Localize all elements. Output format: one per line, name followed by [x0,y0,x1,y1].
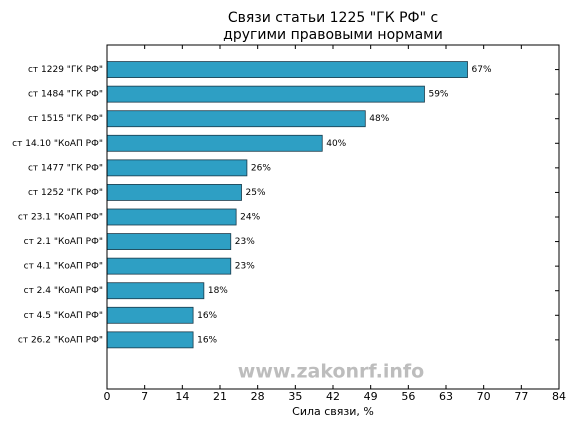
watermark: www.zakonrf.info [238,361,424,383]
value-label: 59% [428,90,448,100]
y-tick-label: ст 1484 "ГК РФ" [28,90,103,100]
bar [106,61,468,78]
bar [106,110,366,128]
value-label: 25% [246,188,266,198]
chart-title: Связи статьи 1225 "ГК РФ" с [228,10,438,26]
y-tick-label: ст 2.1 "КоАП РФ" [24,237,103,247]
bar [106,184,242,201]
value-label: 24% [240,213,260,223]
y-tick-label: ст 1229 "ГК РФ" [28,65,103,75]
bar [106,257,232,275]
x-tick-label: 21 [213,390,227,403]
value-label: 16% [197,335,217,345]
x-tick-label: 0 [104,390,111,403]
x-tick-label: 35 [288,390,302,403]
bar [106,208,237,226]
y-tick-label: ст 1515 "ГК РФ" [28,114,103,124]
x-tick-label: 84 [552,390,566,403]
x-tick-label: 14 [175,390,189,403]
y-tick-label: ст 14.10 "КоАП РФ" [12,139,103,149]
y-tick-label: ст 1252 "ГК РФ" [28,188,103,198]
x-tick-label: 7 [141,390,148,403]
x-tick-label: 77 [514,390,528,403]
y-tick-label: ст 4.5 "КоАП РФ" [24,311,103,321]
x-axis-label: Сила связи, % [292,405,374,418]
y-tick-label: ст 26.2 "КоАП РФ" [18,335,103,345]
chart-title: другими правовыми нормами [223,27,443,43]
value-label: 18% [208,286,228,296]
y-tick-label: ст 4.1 "КоАП РФ" [24,262,103,272]
bar [106,306,194,324]
value-label: 40% [326,139,346,149]
bar [106,331,194,349]
value-label: 67% [472,65,492,75]
value-label: 23% [235,262,255,272]
y-tick-label: ст 23.1 "КоАП РФ" [18,213,103,223]
x-tick-label: 56 [401,390,415,403]
x-tick-label: 63 [439,390,453,403]
x-tick-label: 28 [251,390,265,403]
value-label: 23% [235,237,255,247]
bar [106,134,323,152]
y-tick-label: ст 2.4 "КоАП РФ" [24,286,103,296]
value-label: 26% [251,163,271,173]
x-tick-label: 70 [477,390,491,403]
value-label: 16% [197,311,217,321]
bar [106,233,232,250]
x-tick-label: 49 [364,390,378,403]
plot-frame [106,44,560,390]
bar [106,159,248,177]
x-tick-label: 42 [326,390,340,403]
y-tick-label: ст 1477 "ГК РФ" [28,163,103,173]
value-label: 48% [369,114,389,124]
bar [106,85,425,103]
bar [106,282,205,300]
